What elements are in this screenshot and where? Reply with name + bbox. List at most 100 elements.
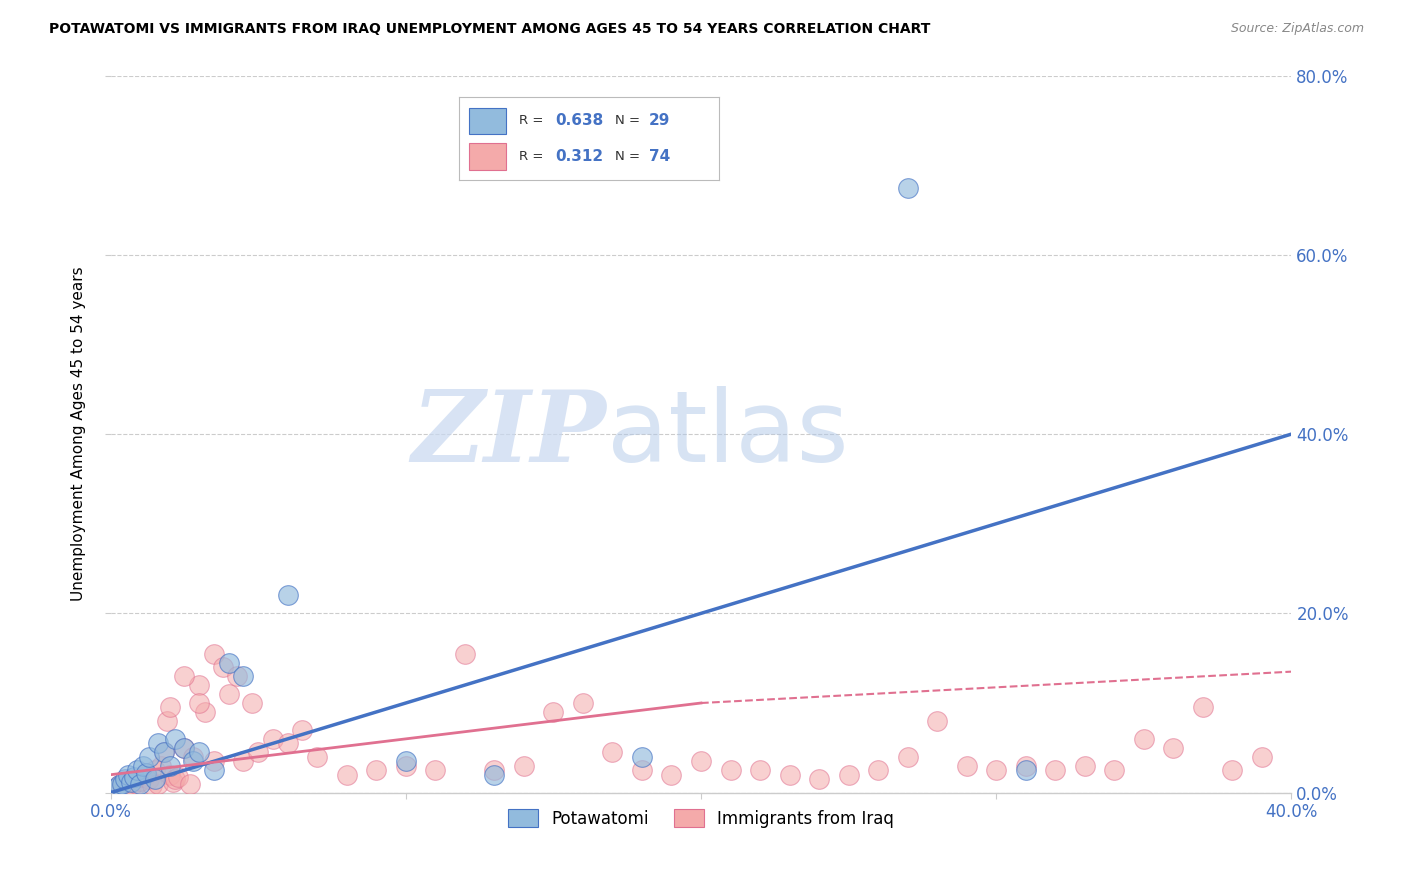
Text: ZIP: ZIP xyxy=(412,386,606,483)
Point xyxy=(138,772,160,787)
Point xyxy=(602,745,624,759)
Point xyxy=(129,774,152,789)
Point xyxy=(277,736,299,750)
Point xyxy=(117,768,139,782)
Point xyxy=(779,768,801,782)
Point xyxy=(749,764,772,778)
Point xyxy=(173,669,195,683)
Point xyxy=(108,779,131,793)
Point xyxy=(135,766,157,780)
Point xyxy=(146,736,169,750)
Point xyxy=(188,678,211,692)
Point xyxy=(572,696,595,710)
Point xyxy=(120,775,142,789)
Point xyxy=(127,777,149,791)
Point xyxy=(202,754,225,768)
Point xyxy=(1192,700,1215,714)
Point xyxy=(1074,758,1097,772)
Point xyxy=(165,731,187,746)
Point xyxy=(111,777,134,791)
Point xyxy=(956,758,979,772)
Point xyxy=(138,749,160,764)
Text: atlas: atlas xyxy=(606,385,848,483)
Point xyxy=(122,770,145,784)
Point xyxy=(226,669,249,683)
Point xyxy=(247,745,270,759)
Point xyxy=(513,758,536,772)
Point xyxy=(262,731,284,746)
Point xyxy=(543,705,565,719)
Point xyxy=(105,781,128,796)
Point xyxy=(1104,764,1126,778)
Point xyxy=(132,758,155,772)
Point xyxy=(868,764,890,778)
Point xyxy=(232,669,254,683)
Point xyxy=(188,696,211,710)
Point xyxy=(111,777,134,791)
Point xyxy=(1222,764,1244,778)
Point xyxy=(108,779,131,793)
Point xyxy=(162,775,184,789)
Point xyxy=(114,780,136,794)
Point xyxy=(165,772,187,787)
Point xyxy=(202,647,225,661)
Point xyxy=(114,772,136,787)
Point xyxy=(194,705,217,719)
Point xyxy=(307,749,329,764)
Point xyxy=(218,687,240,701)
Point xyxy=(291,723,314,737)
Point xyxy=(454,647,477,661)
Point xyxy=(1251,749,1274,764)
Point xyxy=(661,768,683,782)
Point xyxy=(211,660,233,674)
Point xyxy=(129,777,152,791)
Point xyxy=(1133,731,1156,746)
Point xyxy=(1045,764,1067,778)
Point xyxy=(156,714,179,728)
Point xyxy=(159,700,181,714)
Point xyxy=(425,764,447,778)
Point xyxy=(395,754,418,768)
Point xyxy=(132,770,155,784)
Point xyxy=(838,768,860,782)
Point xyxy=(117,775,139,789)
Point xyxy=(277,589,299,603)
Point xyxy=(690,754,713,768)
Point xyxy=(218,656,240,670)
Point xyxy=(897,180,920,194)
Point xyxy=(1163,740,1185,755)
Point xyxy=(927,714,949,728)
Legend: Potawatomi, Immigrants from Iraq: Potawatomi, Immigrants from Iraq xyxy=(502,803,901,835)
Point xyxy=(366,764,388,778)
Point xyxy=(986,764,1008,778)
Point xyxy=(484,768,506,782)
Point xyxy=(135,768,157,782)
Point xyxy=(1015,764,1038,778)
Point xyxy=(232,754,254,768)
Point xyxy=(127,764,149,778)
Point xyxy=(167,770,190,784)
Point xyxy=(188,745,211,759)
Point xyxy=(152,745,174,759)
Point xyxy=(122,772,145,787)
Point xyxy=(146,777,169,791)
Point xyxy=(141,779,163,793)
Point xyxy=(179,777,201,791)
Point xyxy=(181,749,204,764)
Point xyxy=(631,764,654,778)
Point xyxy=(159,768,181,782)
Point xyxy=(202,764,225,778)
Point xyxy=(720,764,742,778)
Point xyxy=(631,749,654,764)
Text: Source: ZipAtlas.com: Source: ZipAtlas.com xyxy=(1230,22,1364,36)
Point xyxy=(1015,758,1038,772)
Point xyxy=(143,772,166,787)
Point xyxy=(336,768,359,782)
Point xyxy=(159,758,181,772)
Point xyxy=(240,696,263,710)
Point xyxy=(152,745,174,759)
Point xyxy=(181,754,204,768)
Point xyxy=(897,749,920,764)
Point xyxy=(143,764,166,778)
Point xyxy=(395,758,418,772)
